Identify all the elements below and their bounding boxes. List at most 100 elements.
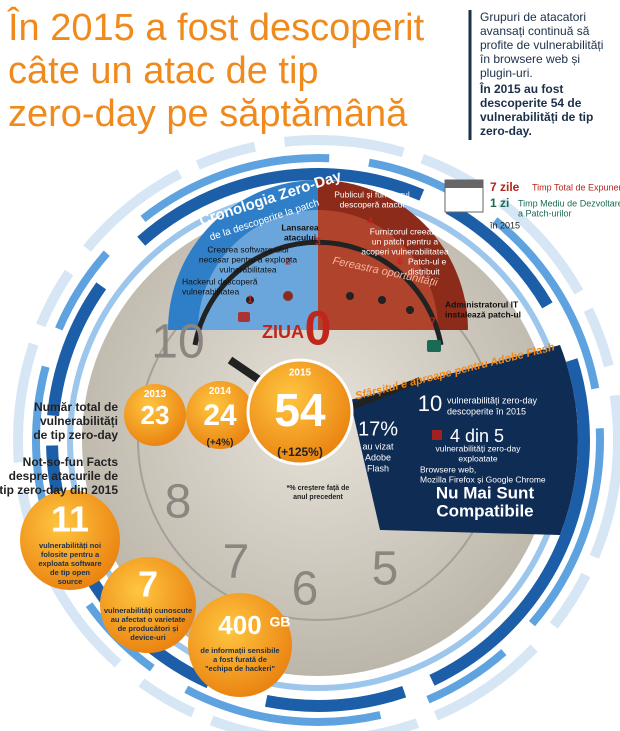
footnote: *% creștere față de xyxy=(287,485,350,492)
flash-found: 10 xyxy=(418,391,442,416)
flash-found-label: vulnerabilități zero-day xyxy=(447,395,538,405)
flash-browsers: Mozilla Firefox și Google Chrome xyxy=(420,474,546,484)
step-number: 2 xyxy=(285,257,291,268)
bubble xyxy=(100,557,196,653)
step-label: Publicul și furnizorul xyxy=(334,189,410,199)
step-number: 5 xyxy=(377,239,383,250)
step-label: Administratorul IT xyxy=(445,299,519,309)
flash-browsers: Browsere web, xyxy=(420,464,476,474)
fact-text: au afectat o varietate xyxy=(111,615,186,624)
bubble xyxy=(124,384,186,446)
fact-text: vulnerabilități noi xyxy=(39,541,101,550)
timeline-dots xyxy=(246,291,414,314)
fact-count: 11 xyxy=(51,499,89,540)
sidebar-text: în browsere web și xyxy=(479,52,580,66)
facts-title: Not-so-fun Facts xyxy=(23,455,119,469)
fact-text: de producători și xyxy=(118,624,179,633)
exposure-patch-label: Timp Mediu de Dezvoltare xyxy=(518,198,620,208)
step-number: 1 xyxy=(247,295,253,306)
flash-exploited-label: vulnerabilități zero-day xyxy=(435,443,521,453)
sidebar-highlight: zero-day. xyxy=(480,124,532,138)
step-label: Furnizorul creează xyxy=(370,226,441,236)
step-label: Patch-ul e xyxy=(408,256,447,266)
step-label: Hackerul descoperă xyxy=(182,276,258,286)
fact-text: a fost furată de xyxy=(213,655,267,664)
fact-text: source xyxy=(58,577,83,586)
step-label: distribuit xyxy=(408,266,440,276)
clock-numeral: 7 xyxy=(223,536,250,589)
fact-count: 7 xyxy=(138,564,158,605)
exposure-patch: 1 zi xyxy=(490,196,509,210)
year: 2013 xyxy=(144,389,167,400)
fact-unit: GB xyxy=(270,614,291,630)
fact-text: vulnerabilități cunoscute xyxy=(104,606,192,615)
flash-verdict: Nu Mai Sunt xyxy=(436,483,535,502)
flash-icon xyxy=(432,430,442,440)
fact-count: 400 xyxy=(218,610,261,640)
step-label: vulnerabilitatea xyxy=(219,264,276,274)
clock-numeral: 8 xyxy=(165,476,192,529)
flash-share-label: au vizat xyxy=(362,441,394,451)
flash-exploited-label: exploatate xyxy=(458,453,497,463)
step-number: 6 xyxy=(397,257,403,268)
sidebar-text: Grupuri de atacatori xyxy=(480,10,586,24)
count: 23 xyxy=(141,400,170,430)
step-label: acoperi vulnerabilitatea xyxy=(361,246,449,256)
clock-numeral: 10 xyxy=(151,316,204,369)
step-label: un patch pentru a xyxy=(372,236,438,246)
day-number: 0 xyxy=(305,303,332,356)
count: 24 xyxy=(203,399,237,432)
step-label: instalează patch-ul xyxy=(445,309,521,319)
bubble xyxy=(188,593,292,697)
fact-text: device-uri xyxy=(130,633,165,642)
title: zero-day pe săptămână xyxy=(8,93,408,135)
step-label: descoperă atacul xyxy=(340,199,405,209)
change: (+125%) xyxy=(277,445,323,459)
title: câte un atac de tip xyxy=(8,50,319,92)
flash-panel xyxy=(350,345,578,535)
fact-text: exploata software xyxy=(38,559,101,568)
sidebar-text: avansați continuă să xyxy=(480,24,590,38)
exposure-year: în 2015 xyxy=(489,220,520,230)
bubble xyxy=(186,381,254,449)
fact-text: de informații sensibile xyxy=(200,646,279,655)
totals-label: Număr total de xyxy=(34,400,118,414)
step-number: 4 xyxy=(367,217,373,228)
flash-share-label: Flash xyxy=(367,463,389,473)
bubble xyxy=(20,490,120,590)
title: În 2015 a fost descoperit xyxy=(7,6,425,49)
step-label: Lansarea xyxy=(281,222,319,232)
clock-numeral: 5 xyxy=(372,543,399,596)
bubble xyxy=(246,358,354,466)
lock-icon xyxy=(427,340,441,352)
exposure-days-label: Timp Total de Expunere xyxy=(532,182,620,192)
change: (+4%) xyxy=(207,438,234,449)
sidebar-highlight: În 2015 au fost xyxy=(479,81,563,96)
facts-title: despre atacurile de xyxy=(9,469,119,483)
sidebar-text: plugin-uri. xyxy=(480,66,533,80)
totals-label: de tip zero-day xyxy=(33,428,118,442)
fact-text: folosite pentru a xyxy=(41,550,100,559)
count: 54 xyxy=(274,384,326,436)
clock-numeral: 6 xyxy=(292,563,319,616)
flash-found-label: descoperite în 2015 xyxy=(447,406,526,416)
flash-share: 17% xyxy=(358,418,398,440)
flash-share-label: Adobe xyxy=(365,452,391,462)
totals-label: vulnerabilități xyxy=(40,414,118,428)
step-label: atacului xyxy=(284,232,316,242)
timeline-red-inner xyxy=(318,210,438,330)
facts-title: tip zero-day din 2015 xyxy=(0,483,118,497)
sidebar-highlight: descoperite 54 de xyxy=(480,96,582,110)
step-label: Crearea software-ului xyxy=(207,244,288,254)
sidebar-highlight: vulnerabilități de tip xyxy=(480,110,593,124)
year: 2015 xyxy=(289,368,312,379)
timeline-arc xyxy=(192,239,444,346)
exposure-patch-label: a Patch-urilor xyxy=(518,208,572,218)
lock-icon xyxy=(238,312,250,322)
year: 2014 xyxy=(209,386,232,397)
calendar-icon-top xyxy=(445,180,483,188)
step-number: 7 xyxy=(430,317,436,328)
